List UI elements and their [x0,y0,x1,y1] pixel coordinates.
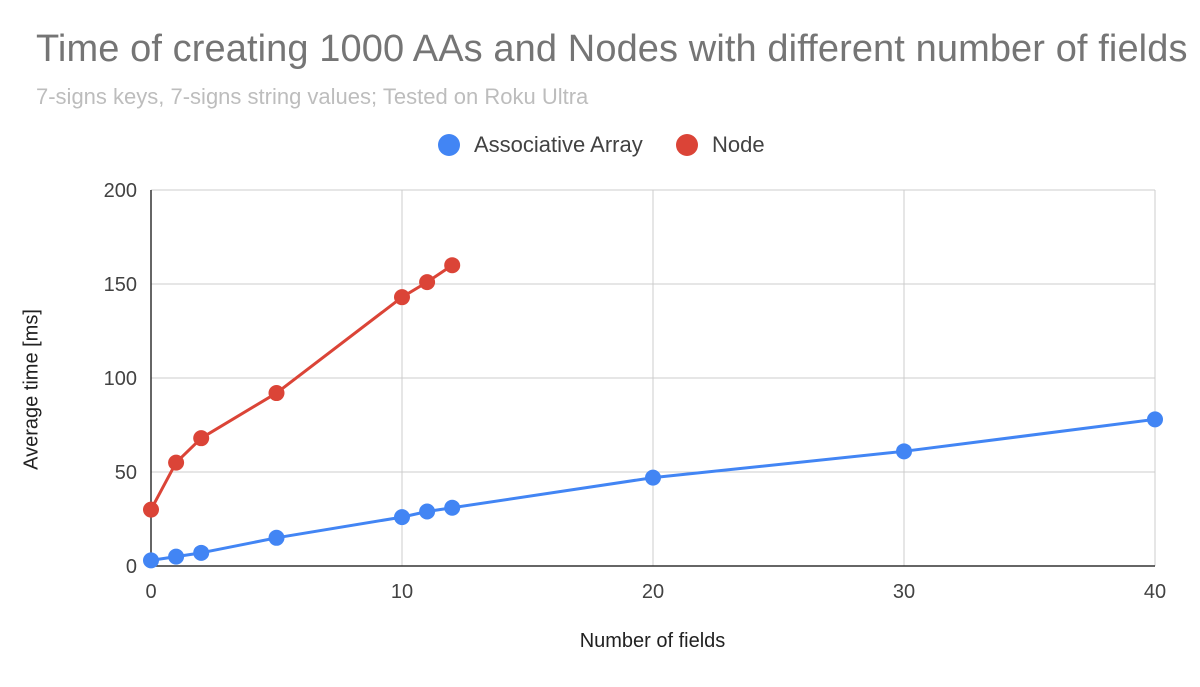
legend-marker-node [676,134,698,156]
data-point-associative-array-2 [193,544,210,561]
data-point-associative-array-0 [143,552,159,569]
data-point-node-0 [143,501,159,518]
x-tick-label-40: 40 [1144,581,1166,603]
data-point-node-10 [394,289,410,306]
y-tick-label-50: 50 [115,462,137,484]
data-point-associative-array-40 [1147,411,1163,428]
data-point-node-11 [419,274,436,291]
data-point-associative-array-1 [168,548,185,565]
y-tick-label-100: 100 [104,368,137,390]
x-axis-label: Number of fields [579,630,726,652]
data-point-node-12 [444,257,461,274]
data-point-node-2 [193,430,210,447]
x-tick-label-30: 30 [893,581,915,603]
legend-marker-associative-array [438,134,460,156]
y-tick-label-150: 150 [104,274,137,296]
data-point-associative-array-5 [268,529,285,546]
chart-title: Time of creating 1000 AAs and Nodes with… [36,28,1188,70]
legend-item-associative-array[interactable]: Associative Array [438,128,643,162]
data-point-associative-array-20 [645,469,661,486]
data-point-associative-array-12 [444,499,461,516]
chart-subtitle: 7-signs keys, 7-signs string values; Tes… [36,84,589,109]
legend-label-node: Node [712,132,765,157]
y-tick-label-200: 200 [104,180,137,202]
x-tick-label-20: 20 [642,581,664,603]
x-tick-label-10: 10 [391,581,413,603]
data-point-associative-array-11 [419,503,436,520]
chart-legend: Associative Array Node [0,128,1200,162]
legend-label-associative-array: Associative Array [474,132,643,157]
legend-item-node[interactable]: Node [676,128,765,162]
data-point-associative-array-10 [394,509,410,526]
data-point-associative-array-30 [896,443,912,460]
y-tick-label-0: 0 [126,556,137,578]
x-tick-label-0: 0 [145,581,156,603]
data-point-node-5 [268,385,285,402]
series-line-associative-array [150,417,1156,562]
data-point-node-1 [168,454,185,471]
